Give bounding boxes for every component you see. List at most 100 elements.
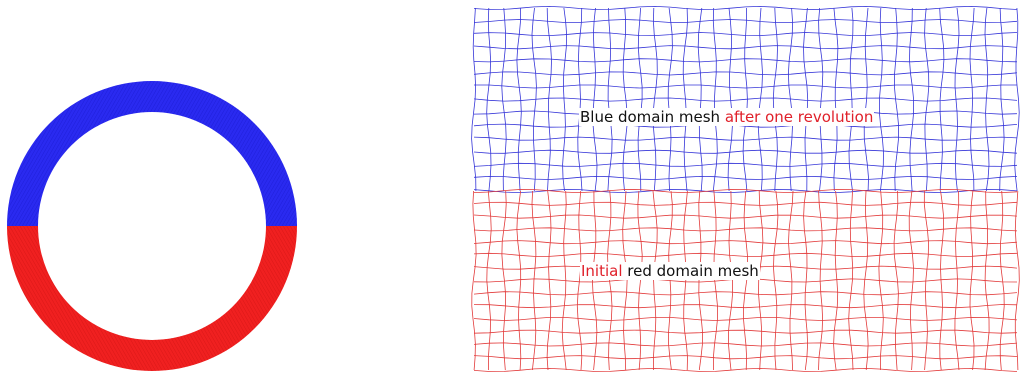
mesh-line xyxy=(501,190,507,371)
mesh-line xyxy=(473,97,1018,102)
mesh-line xyxy=(473,252,1018,257)
mesh-line xyxy=(878,190,884,370)
mesh-line xyxy=(909,7,914,192)
mesh-line xyxy=(637,7,643,192)
mesh-line xyxy=(954,7,960,192)
mesh-line xyxy=(546,7,552,192)
mesh-line xyxy=(501,7,507,192)
mesh-line xyxy=(473,19,1018,24)
mesh-line xyxy=(576,190,583,371)
mesh-line xyxy=(727,7,733,192)
red-mesh-caption-accent: Initial xyxy=(581,262,623,280)
mesh-line xyxy=(698,190,703,371)
mesh-line xyxy=(954,190,960,371)
mesh-line xyxy=(607,7,613,192)
mesh-line xyxy=(818,190,824,371)
mesh-line xyxy=(473,291,1018,296)
mesh-line xyxy=(637,190,643,371)
mesh-line xyxy=(473,355,1018,360)
mesh-line xyxy=(908,190,914,371)
blue-mesh-caption-accent: after one revolution xyxy=(724,108,874,126)
mesh-line xyxy=(516,7,522,192)
mesh-line xyxy=(473,189,1018,194)
mesh-line xyxy=(984,7,990,192)
mesh-line xyxy=(473,316,1018,321)
mesh-line xyxy=(473,162,1018,167)
mesh-line xyxy=(667,7,673,192)
annulus-domain-figure xyxy=(7,81,297,371)
mesh-line xyxy=(473,214,1018,219)
mesh-line xyxy=(787,7,793,192)
mesh-line xyxy=(474,84,1017,89)
mesh-line xyxy=(683,190,688,371)
mesh-line xyxy=(893,7,900,192)
mesh-line xyxy=(562,7,568,192)
mesh-line xyxy=(1014,190,1020,371)
mesh-line xyxy=(652,7,658,192)
red-mesh-caption-main: red domain mesh xyxy=(627,262,759,280)
mesh-line xyxy=(833,7,839,192)
mesh-line xyxy=(622,190,628,371)
mesh-line xyxy=(531,190,537,371)
mesh-line xyxy=(879,7,884,192)
mesh-line xyxy=(773,190,779,371)
mesh-line xyxy=(757,7,763,192)
mesh-line xyxy=(486,190,492,370)
red-domain-mesh-grid xyxy=(471,189,1020,372)
mesh-line xyxy=(969,190,975,371)
mesh-line xyxy=(803,190,809,371)
mesh-line xyxy=(742,7,748,192)
mesh-line xyxy=(486,7,492,192)
mesh-line xyxy=(471,7,477,192)
mesh-line xyxy=(546,190,552,371)
mesh-line xyxy=(848,190,854,371)
mesh-line xyxy=(516,190,522,371)
mesh-line xyxy=(668,190,673,371)
blue-domain-mesh-texture xyxy=(7,81,297,226)
mesh-line xyxy=(818,7,824,192)
mesh-line xyxy=(999,7,1005,192)
mesh-line xyxy=(682,7,688,192)
mesh-line xyxy=(969,7,975,192)
mesh-line xyxy=(924,7,930,192)
mesh-line xyxy=(788,190,794,371)
mesh-line xyxy=(531,7,537,192)
mesh-line xyxy=(923,190,929,371)
blue-domain-mesh-grid xyxy=(471,5,1020,194)
mesh-line xyxy=(772,7,778,192)
mesh-line xyxy=(1014,7,1020,192)
mesh-line xyxy=(652,190,658,371)
mesh-line xyxy=(577,7,583,192)
mesh-line xyxy=(743,190,749,371)
mesh-line xyxy=(473,136,1018,141)
mesh-line xyxy=(473,5,1018,10)
mesh-line xyxy=(758,190,764,371)
mesh-line xyxy=(939,7,945,192)
red-mesh-caption: Initial red domain mesh xyxy=(580,262,760,280)
mesh-line xyxy=(697,7,703,192)
mesh-line xyxy=(803,7,809,192)
mesh-line xyxy=(863,7,869,192)
mesh-line xyxy=(473,201,1018,206)
mesh-line xyxy=(728,190,734,371)
mesh-line xyxy=(471,190,477,371)
mesh-line xyxy=(622,7,628,192)
mesh-line xyxy=(473,149,1018,154)
mesh-line xyxy=(473,227,1018,232)
mesh-line xyxy=(984,190,990,371)
mesh-line xyxy=(833,190,839,371)
red-domain-mesh-texture xyxy=(7,226,297,371)
mesh-line xyxy=(473,45,1018,50)
mesh-line xyxy=(712,7,718,192)
blue-mesh-caption: Blue domain mesh after one revolution xyxy=(579,108,875,126)
mesh-line xyxy=(893,190,899,371)
mesh-line xyxy=(473,58,1018,63)
blue-mesh-caption-main: Blue domain mesh xyxy=(580,108,721,126)
mesh-line xyxy=(712,190,718,371)
mesh-line xyxy=(473,240,1018,245)
mesh-line xyxy=(473,367,1018,372)
mesh-line xyxy=(848,7,854,192)
mesh-line xyxy=(863,190,869,371)
